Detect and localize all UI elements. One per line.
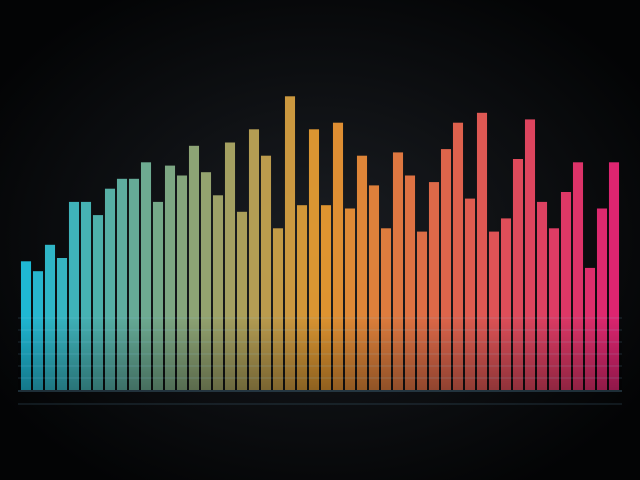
bar <box>248 129 260 391</box>
bar <box>596 208 608 390</box>
bar <box>560 192 572 390</box>
bar <box>128 178 140 390</box>
bar <box>392 152 404 390</box>
bar <box>416 231 428 390</box>
bar <box>296 205 308 390</box>
bar <box>428 182 440 390</box>
bar <box>476 112 488 391</box>
bar <box>464 198 476 390</box>
bar <box>500 218 512 390</box>
bar <box>284 96 296 391</box>
bar <box>116 178 128 390</box>
bar <box>344 208 356 390</box>
bar <box>368 185 380 390</box>
bar <box>452 122 464 390</box>
bar <box>92 215 104 390</box>
bar <box>356 155 368 390</box>
bar <box>200 172 212 390</box>
bar <box>68 201 80 390</box>
bar <box>512 159 524 390</box>
bar <box>236 211 248 390</box>
bar <box>440 149 452 390</box>
bar <box>308 129 320 391</box>
bar <box>320 205 332 390</box>
bar <box>260 155 272 390</box>
bar <box>212 195 224 390</box>
bar <box>572 162 584 390</box>
bar <box>152 201 164 390</box>
bar <box>380 228 392 390</box>
grid-overlay <box>18 315 622 390</box>
bar <box>140 162 152 390</box>
bar <box>536 201 548 390</box>
bar <box>176 175 188 390</box>
bar <box>188 145 200 390</box>
bar-group <box>20 96 620 391</box>
bar <box>608 162 620 390</box>
bar <box>548 228 560 390</box>
bar <box>164 165 176 390</box>
bar <box>104 188 116 390</box>
bar <box>272 228 284 390</box>
bar <box>488 231 500 390</box>
decor-grid <box>18 317 622 379</box>
bar <box>80 201 92 390</box>
bar <box>224 142 236 390</box>
bar <box>524 119 536 391</box>
bar <box>404 175 416 390</box>
bar <box>332 122 344 390</box>
